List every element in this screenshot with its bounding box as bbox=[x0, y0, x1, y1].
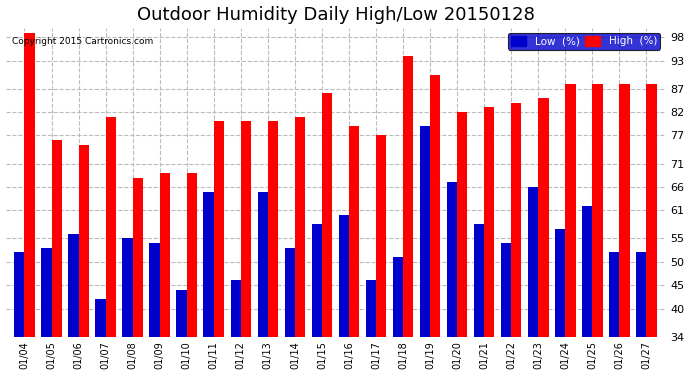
Bar bbox=[312, 224, 322, 375]
Bar bbox=[609, 252, 620, 375]
Bar bbox=[501, 243, 511, 375]
Bar bbox=[106, 117, 116, 375]
Bar bbox=[268, 122, 278, 375]
Bar bbox=[620, 84, 630, 375]
Bar bbox=[257, 192, 268, 375]
Bar bbox=[366, 280, 376, 375]
Bar bbox=[295, 117, 305, 375]
Bar bbox=[349, 126, 359, 375]
Bar bbox=[582, 206, 592, 375]
Legend: Low  (%), High  (%): Low (%), High (%) bbox=[508, 33, 660, 50]
Bar bbox=[122, 238, 132, 375]
Bar bbox=[403, 56, 413, 375]
Bar bbox=[241, 122, 251, 375]
Bar bbox=[484, 107, 495, 375]
Title: Outdoor Humidity Daily High/Low 20150128: Outdoor Humidity Daily High/Low 20150128 bbox=[137, 6, 534, 24]
Bar bbox=[204, 192, 214, 375]
Bar bbox=[339, 215, 349, 375]
Bar bbox=[592, 84, 602, 375]
Bar bbox=[565, 84, 575, 375]
Bar bbox=[393, 257, 403, 375]
Bar bbox=[376, 135, 386, 375]
Bar bbox=[636, 252, 647, 375]
Bar bbox=[284, 248, 295, 375]
Bar bbox=[474, 224, 484, 375]
Bar bbox=[555, 229, 565, 375]
Bar bbox=[230, 280, 241, 375]
Bar bbox=[177, 290, 187, 375]
Bar bbox=[322, 93, 332, 375]
Bar bbox=[420, 126, 430, 375]
Bar bbox=[159, 173, 170, 375]
Bar bbox=[214, 122, 224, 375]
Bar bbox=[150, 243, 159, 375]
Bar bbox=[41, 248, 52, 375]
Bar bbox=[79, 145, 89, 375]
Text: Copyright 2015 Cartronics.com: Copyright 2015 Cartronics.com bbox=[12, 37, 153, 46]
Bar bbox=[430, 75, 440, 375]
Bar bbox=[132, 177, 143, 375]
Bar bbox=[447, 182, 457, 375]
Bar bbox=[68, 234, 79, 375]
Bar bbox=[24, 33, 34, 375]
Bar bbox=[647, 84, 657, 375]
Bar bbox=[187, 173, 197, 375]
Bar bbox=[14, 252, 24, 375]
Bar bbox=[528, 187, 538, 375]
Bar bbox=[95, 299, 106, 375]
Bar bbox=[457, 112, 467, 375]
Bar bbox=[52, 140, 62, 375]
Bar bbox=[538, 98, 549, 375]
Bar bbox=[511, 103, 522, 375]
